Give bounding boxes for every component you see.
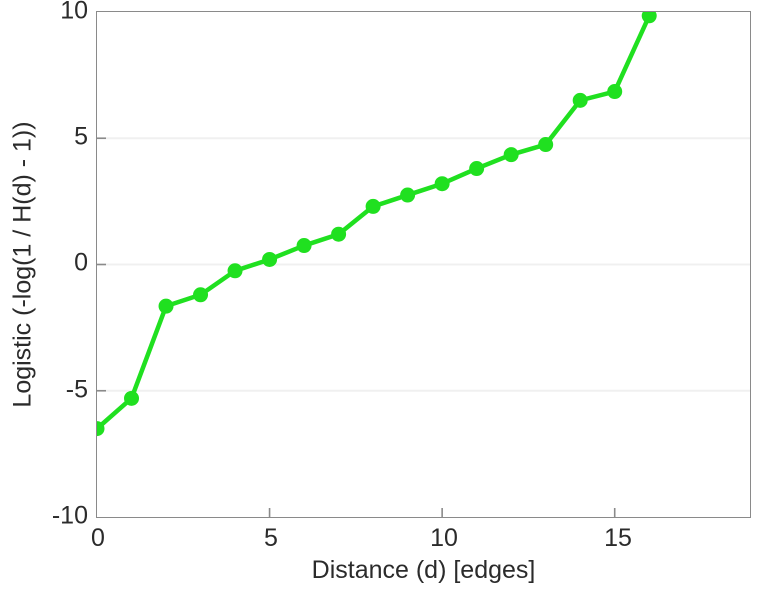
y-axis-label: Logistic (-log(1 / H(d) - 1)) <box>8 120 37 408</box>
y-tick-label-5: 5 <box>74 122 88 151</box>
plot-area <box>96 11 751 518</box>
data-point-d6 <box>296 238 312 254</box>
data-point-d10 <box>434 176 450 192</box>
data-markers-series-0 <box>97 12 657 437</box>
data-point-d11 <box>469 161 485 177</box>
data-point-d13 <box>538 137 554 153</box>
data-point-d8 <box>365 198 381 214</box>
x-tick-label-5: 5 <box>264 524 278 552</box>
data-point-d4 <box>227 263 243 279</box>
data-point-d16 <box>641 12 657 24</box>
x-tick-label-10: 10 <box>430 524 458 552</box>
y-tick-label-neg5: -5 <box>65 375 88 404</box>
data-line-series-0 <box>97 13 652 431</box>
x-tick-label-15: 15 <box>604 524 632 552</box>
inner-tick-marks-group <box>97 137 616 517</box>
data-point-d5 <box>262 251 278 267</box>
y-tick-label-neg10: -10 <box>51 501 88 530</box>
data-point-d12 <box>503 147 519 163</box>
data-point-d2 <box>158 298 174 314</box>
x-axis-label: Distance (d) [edges] <box>311 556 536 584</box>
data-point-d9 <box>400 187 416 203</box>
y-tick-label-10: 10 <box>60 0 88 25</box>
chart-svg <box>97 12 750 517</box>
x-tick-label-0: 0 <box>91 524 105 552</box>
data-point-d3 <box>193 287 209 303</box>
data-point-d14 <box>572 92 588 108</box>
y-tick-label-0: 0 <box>74 248 88 277</box>
data-point-d1 <box>124 390 140 406</box>
data-point-d0 <box>97 421 105 437</box>
x-axis-tick-labels: 0 5 10 15 <box>0 524 758 564</box>
data-point-d15 <box>607 84 623 100</box>
gridlines-group <box>97 137 750 392</box>
data-point-d7 <box>331 226 347 242</box>
y-axis-tick-labels: 10 5 0 -5 -10 <box>40 0 88 600</box>
